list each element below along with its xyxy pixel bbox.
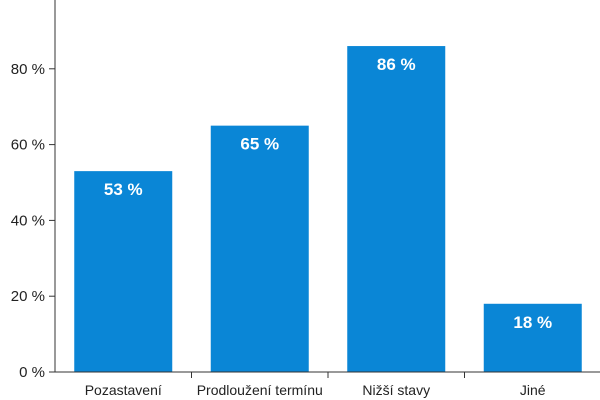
- bar-value-label: 65 %: [240, 135, 279, 154]
- x-axis-ticks: [191, 372, 465, 378]
- y-axis-ticks: 0 % 20 % 40 % 60 % 80 % 100 %: [2, 0, 55, 381]
- bar-value-label: 86 %: [377, 55, 416, 74]
- x-axis-category-labels: Pozastavení Prodloužení termínu Nižší stav…: [85, 382, 546, 398]
- bar-value-label: 53 %: [104, 180, 143, 199]
- y-tick-label: 20 %: [11, 288, 45, 305]
- x-category-label: Pozastavení: [85, 382, 162, 398]
- bar-value-label: 18 %: [513, 313, 552, 332]
- y-tick-label: 80 %: [11, 61, 45, 78]
- x-category-label: Prodloužení termínu: [197, 382, 323, 398]
- bars: 53 % 65 % 86 % 18 %: [74, 46, 582, 373]
- bar: [483, 303, 582, 372]
- y-tick-label: 60 %: [11, 137, 45, 154]
- x-category-label: Nižší stavy: [362, 382, 430, 398]
- bar: [347, 46, 446, 373]
- y-tick-label: 40 %: [11, 212, 45, 229]
- x-category-label: Jiné: [520, 382, 546, 398]
- bar: [74, 171, 173, 372]
- y-tick-label: 0 %: [19, 364, 45, 381]
- bar: [210, 125, 309, 373]
- y-tick-label: 100 %: [2, 0, 45, 2]
